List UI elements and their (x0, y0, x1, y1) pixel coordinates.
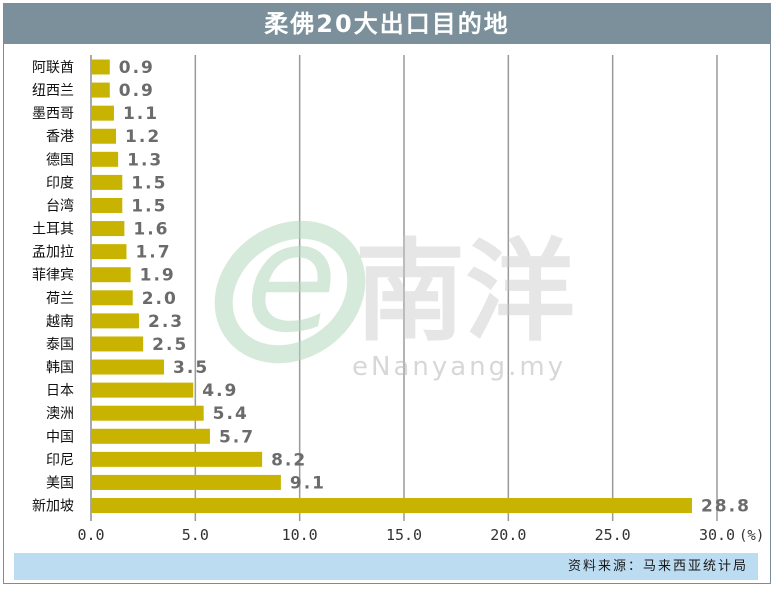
x-tick-label: 25.0 (595, 526, 631, 544)
bar (91, 105, 114, 121)
category-label: 德国 (46, 152, 74, 168)
category-label: 新加坡 (32, 499, 74, 515)
x-tick-label: 10.0 (282, 526, 318, 544)
x-tick-label: 30.0 (699, 526, 735, 544)
bar (91, 405, 204, 421)
watermark-logo-text: 南洋 (355, 228, 575, 356)
bar (91, 290, 133, 306)
bar (91, 151, 119, 167)
bar (91, 382, 194, 398)
category-label: 阿联酋 (32, 59, 74, 76)
category-label: 土耳其 (32, 222, 74, 238)
x-tick-label: 15.0 (386, 526, 422, 544)
category-label: 印度 (46, 175, 74, 191)
watermark-logo-icon (214, 220, 366, 364)
bar (91, 498, 692, 514)
bar (91, 82, 110, 98)
category-label: 越南 (46, 314, 74, 330)
bar (91, 451, 263, 467)
bar (91, 428, 210, 444)
value-label: 2.0 (142, 289, 178, 309)
x-tick-label: 5.0 (182, 526, 209, 544)
value-label: 1.9 (140, 266, 176, 286)
value-label: 1.5 (131, 173, 167, 193)
category-label: 纽西兰 (32, 83, 74, 99)
category-label: 台湾 (46, 197, 74, 214)
value-label: 2.3 (148, 312, 184, 332)
value-label: 1.7 (135, 243, 171, 263)
category-label: 墨西哥 (32, 106, 74, 122)
value-label: 9.1 (290, 473, 326, 493)
watermark-logo-letter: e (245, 192, 337, 366)
x-tick-label: 20.0 (490, 526, 526, 544)
bar (91, 313, 139, 329)
bar (91, 359, 165, 375)
source-bar: 资料来源：马来西亚统计局 (14, 553, 758, 580)
value-label: 1.1 (123, 104, 159, 124)
bar (91, 336, 144, 352)
chart-title: 柔佛20大出口目的地 (4, 4, 770, 44)
x-axis: 0.0 5.0 10.0 15.0 20.0 25.0 30.0 (%) (77, 526, 764, 544)
category-label: 日本 (46, 383, 74, 399)
bar (91, 474, 281, 490)
category-label: 荷兰 (46, 291, 74, 307)
value-label: 3.5 (173, 358, 209, 378)
category-label: 孟加拉 (32, 245, 74, 261)
bar (91, 197, 123, 213)
value-label: 8.2 (271, 450, 307, 470)
category-label: 澳洲 (46, 406, 74, 422)
category-label: 中国 (46, 429, 74, 445)
watermark-site: eNanyang.my (352, 352, 566, 382)
value-label: 1.2 (125, 127, 161, 147)
value-label: 2.5 (152, 335, 188, 355)
source-note: 资料来源：马来西亚统计局 (567, 559, 748, 574)
value-label: 1.6 (133, 220, 169, 240)
bar (91, 128, 117, 144)
category-label: 印尼 (46, 452, 74, 468)
bar (91, 267, 131, 283)
value-label: 0.9 (119, 58, 155, 78)
value-label: 5.7 (219, 427, 255, 447)
watermark: e 南洋 eNanyang.my (214, 192, 575, 382)
x-unit-label: (%) (739, 528, 764, 544)
value-label: 4.9 (202, 381, 238, 401)
x-tick-label: 0.0 (77, 526, 104, 544)
category-label: 韩国 (46, 360, 74, 376)
value-label: 5.4 (213, 404, 249, 424)
bar (91, 221, 125, 237)
bar (91, 174, 123, 190)
bar (91, 59, 110, 75)
bars: 阿联酋 0.9 纽西兰 0.9 墨西哥 1.1 香港 1.2 德国 1.3 印度 1.5 台湾 1.5 土耳… (32, 58, 751, 517)
value-label: 1.3 (127, 150, 163, 170)
value-label: 0.9 (119, 81, 155, 101)
category-label: 泰国 (46, 337, 74, 353)
category-label: 美国 (46, 475, 74, 491)
value-label: 28.8 (701, 497, 751, 517)
category-label: 菲律宾 (32, 268, 74, 284)
value-label: 1.5 (131, 196, 167, 216)
bar (91, 244, 127, 260)
category-label: 香港 (46, 129, 74, 145)
